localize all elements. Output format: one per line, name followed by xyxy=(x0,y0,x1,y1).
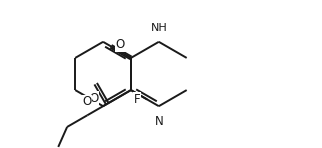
Text: N: N xyxy=(155,115,163,128)
Text: NH: NH xyxy=(150,23,167,33)
Text: O: O xyxy=(90,92,99,105)
Text: O: O xyxy=(82,95,92,108)
Text: O: O xyxy=(116,38,125,51)
Text: F: F xyxy=(133,93,140,106)
